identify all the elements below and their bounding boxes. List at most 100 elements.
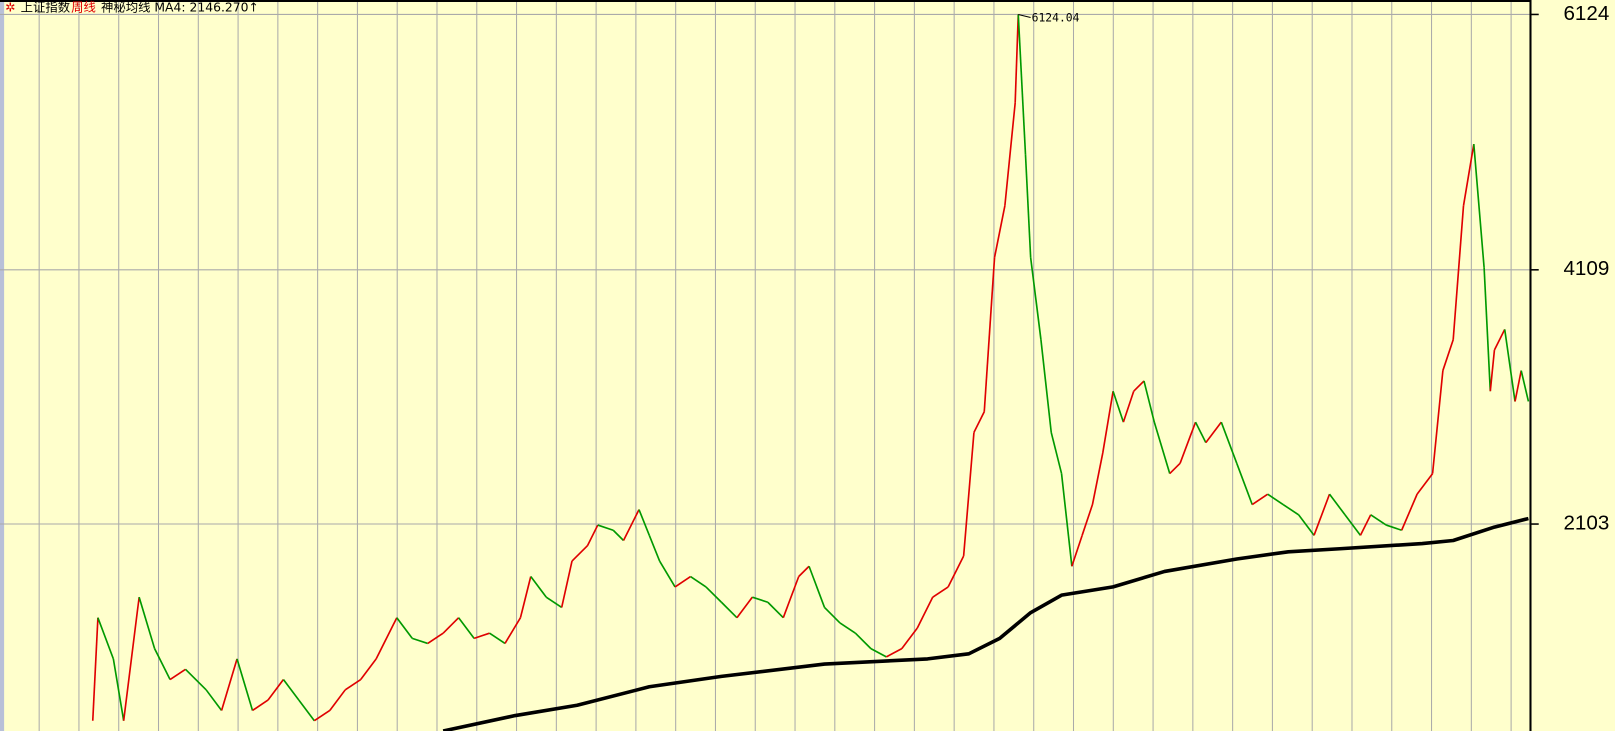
- price-segment: [962, 432, 975, 557]
- price-segment: [91, 617, 99, 721]
- price-segment: [1483, 267, 1492, 392]
- price-segment: [1344, 514, 1362, 536]
- price-segment: [973, 411, 985, 433]
- y-tick-label: 4109: [1563, 257, 1609, 280]
- price-segment: [674, 575, 691, 588]
- price-segment: [705, 586, 723, 603]
- price-segment: [1169, 462, 1181, 475]
- price-segment: [658, 560, 676, 588]
- price-segment: [916, 596, 934, 629]
- price-segment: [1205, 421, 1222, 444]
- header-icon: ✲: [5, 1, 15, 15]
- peak-pointer: [1018, 13, 1031, 19]
- price-segment: [1060, 473, 1073, 567]
- price-segment: [184, 668, 207, 691]
- price-segment: [932, 586, 949, 598]
- price-segment: [427, 632, 444, 645]
- price-segment: [597, 524, 614, 532]
- ma-line: [442, 516, 1529, 731]
- price-segment: [519, 576, 532, 618]
- price-segment: [1385, 524, 1402, 532]
- price-segment: [1514, 370, 1523, 402]
- price-segment: [457, 617, 475, 639]
- price-segment: [736, 596, 754, 619]
- price-segment: [1493, 329, 1506, 351]
- price-segment: [638, 509, 651, 536]
- price-segment: [1431, 370, 1444, 474]
- price-segment: [1194, 421, 1207, 444]
- price-segment: [1143, 380, 1156, 423]
- price-segment: [360, 658, 377, 681]
- price-segment: [112, 658, 125, 721]
- price-segment: [885, 647, 903, 658]
- header-indicator: 神秘均线 MA4: 2146.270↑: [101, 1, 259, 15]
- left-strip: [0, 0, 5, 731]
- plot: 6124.04: [0, 11, 1531, 731]
- price-segment: [1024, 154, 1032, 258]
- price-segment: [375, 617, 398, 660]
- price-segment: [1040, 339, 1053, 433]
- price-segment: [530, 576, 547, 598]
- price-segment: [138, 596, 156, 649]
- price-segment: [1101, 391, 1114, 454]
- price-segment: [1297, 514, 1315, 536]
- price-segment: [798, 565, 810, 578]
- price-segment: [1029, 257, 1042, 340]
- price-segment: [1267, 493, 1284, 506]
- price-segment: [1091, 452, 1104, 505]
- price-segment: [1503, 329, 1516, 402]
- price-segment: [1235, 463, 1253, 505]
- price-segment: [854, 632, 872, 650]
- price-segment: [752, 596, 769, 604]
- price-segment: [1416, 473, 1434, 495]
- price-segment: [1520, 370, 1530, 402]
- price-segment: [571, 545, 589, 562]
- price-segment: [1004, 102, 1016, 206]
- price-segment: [1328, 493, 1346, 516]
- vertical-grid: [38, 0, 1512, 731]
- price-segment: [782, 576, 800, 618]
- price-segment: [344, 678, 362, 691]
- price-segment: [442, 617, 460, 634]
- price-segment: [282, 679, 300, 701]
- price-segment: [823, 606, 841, 624]
- price-segment: [1122, 390, 1135, 423]
- price-segment: [720, 601, 738, 619]
- price-segment: [1282, 503, 1300, 516]
- price-segment: [396, 617, 413, 639]
- price-segment: [329, 689, 346, 711]
- price-segment: [1462, 143, 1475, 206]
- price-segment: [1251, 493, 1269, 506]
- price-segment: [839, 622, 856, 634]
- price-segment: [411, 637, 428, 645]
- price-segment: [122, 597, 140, 721]
- price-segment: [560, 560, 573, 608]
- price-segment: [993, 205, 1006, 258]
- price-segment: [690, 575, 707, 588]
- price-segment: [1081, 504, 1094, 536]
- price-segment: [1400, 493, 1418, 531]
- price-segment: [545, 596, 563, 609]
- price-segment: [1153, 421, 1171, 474]
- price-segment: [870, 647, 887, 658]
- price-segment: [1071, 535, 1083, 567]
- price-segment: [489, 632, 506, 645]
- price-segment: [1220, 421, 1238, 464]
- price-segment: [267, 679, 285, 701]
- price-segment: [97, 617, 115, 660]
- price-segment: [1179, 421, 1197, 464]
- price-segment: [1112, 390, 1125, 423]
- price-segment: [236, 658, 254, 711]
- price-segment: [1313, 493, 1331, 536]
- price-segment: [1017, 14, 1027, 155]
- price-segment: [1472, 144, 1485, 268]
- price-segment: [947, 555, 965, 588]
- price-segment: [313, 709, 331, 722]
- price-segment: [808, 565, 826, 608]
- price-segment: [586, 524, 599, 547]
- price-segment: [504, 617, 522, 644]
- header-period: 周线: [71, 1, 96, 15]
- price-segment: [1359, 514, 1372, 536]
